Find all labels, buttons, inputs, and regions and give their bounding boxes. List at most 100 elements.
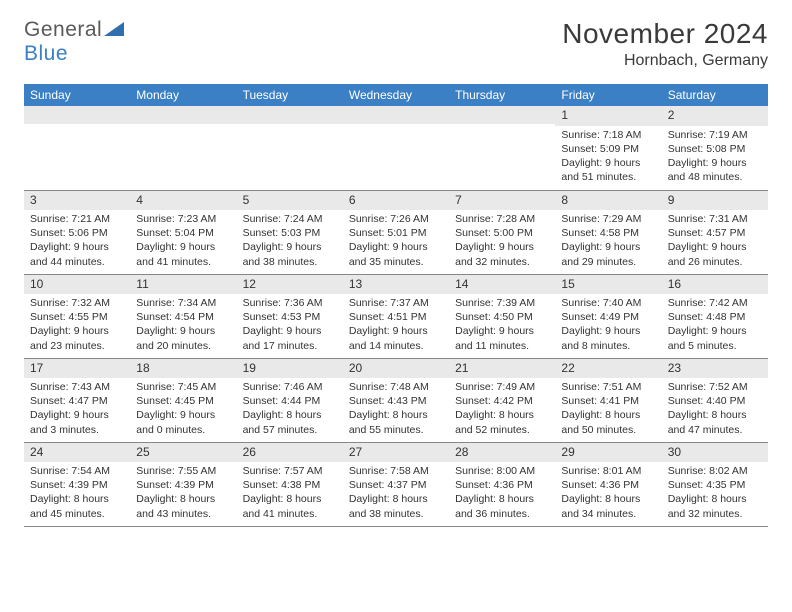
day-number: 5 [237, 191, 343, 211]
sunset-line: Sunset: 4:53 PM [243, 310, 337, 324]
day-details: Sunrise: 7:54 AMSunset: 4:39 PMDaylight:… [24, 462, 130, 525]
sunrise-line: Sunrise: 7:39 AM [455, 296, 549, 310]
brand-logo: General Blue [24, 18, 124, 66]
daylight-line: Daylight: 9 hours and 3 minutes. [30, 408, 124, 436]
sunrise-line: Sunrise: 7:24 AM [243, 212, 337, 226]
day-number-empty [449, 106, 555, 124]
calendar-head: SundayMondayTuesdayWednesdayThursdayFrid… [24, 84, 768, 106]
day-number: 4 [130, 191, 236, 211]
day-details: Sunrise: 7:39 AMSunset: 4:50 PMDaylight:… [449, 294, 555, 357]
calendar-cell: 17Sunrise: 7:43 AMSunset: 4:47 PMDayligh… [24, 358, 130, 442]
sunset-line: Sunset: 4:35 PM [668, 478, 762, 492]
weekday-header: Wednesday [343, 84, 449, 106]
sunset-line: Sunset: 4:41 PM [561, 394, 655, 408]
sunrise-line: Sunrise: 7:34 AM [136, 296, 230, 310]
day-number: 21 [449, 359, 555, 379]
day-details: Sunrise: 7:57 AMSunset: 4:38 PMDaylight:… [237, 462, 343, 525]
calendar-cell [24, 106, 130, 190]
day-number: 7 [449, 191, 555, 211]
daylight-line: Daylight: 9 hours and 26 minutes. [668, 240, 762, 268]
day-details: Sunrise: 7:52 AMSunset: 4:40 PMDaylight:… [662, 378, 768, 441]
sunset-line: Sunset: 4:36 PM [561, 478, 655, 492]
calendar-cell: 15Sunrise: 7:40 AMSunset: 4:49 PMDayligh… [555, 274, 661, 358]
day-number: 9 [662, 191, 768, 211]
sunrise-line: Sunrise: 7:36 AM [243, 296, 337, 310]
brand-word-2: Blue [24, 42, 68, 65]
calendar-cell: 30Sunrise: 8:02 AMSunset: 4:35 PMDayligh… [662, 442, 768, 526]
daylight-line: Daylight: 8 hours and 38 minutes. [349, 492, 443, 520]
weekday-header: Monday [130, 84, 236, 106]
calendar-cell: 5Sunrise: 7:24 AMSunset: 5:03 PMDaylight… [237, 190, 343, 274]
day-details: Sunrise: 7:49 AMSunset: 4:42 PMDaylight:… [449, 378, 555, 441]
daylight-line: Daylight: 8 hours and 41 minutes. [243, 492, 337, 520]
sunset-line: Sunset: 5:06 PM [30, 226, 124, 240]
day-number: 18 [130, 359, 236, 379]
daylight-line: Daylight: 9 hours and 14 minutes. [349, 324, 443, 352]
daylight-line: Daylight: 8 hours and 57 minutes. [243, 408, 337, 436]
sunrise-line: Sunrise: 7:28 AM [455, 212, 549, 226]
sunrise-line: Sunrise: 7:48 AM [349, 380, 443, 394]
calendar-cell: 26Sunrise: 7:57 AMSunset: 4:38 PMDayligh… [237, 442, 343, 526]
calendar-cell: 25Sunrise: 7:55 AMSunset: 4:39 PMDayligh… [130, 442, 236, 526]
day-number: 11 [130, 275, 236, 295]
calendar-table: SundayMondayTuesdayWednesdayThursdayFrid… [24, 84, 768, 527]
sunset-line: Sunset: 4:42 PM [455, 394, 549, 408]
day-details: Sunrise: 7:23 AMSunset: 5:04 PMDaylight:… [130, 210, 236, 273]
day-details: Sunrise: 7:42 AMSunset: 4:48 PMDaylight:… [662, 294, 768, 357]
daylight-line: Daylight: 8 hours and 55 minutes. [349, 408, 443, 436]
daylight-line: Daylight: 9 hours and 23 minutes. [30, 324, 124, 352]
day-details: Sunrise: 7:48 AMSunset: 4:43 PMDaylight:… [343, 378, 449, 441]
day-number: 15 [555, 275, 661, 295]
calendar-cell: 10Sunrise: 7:32 AMSunset: 4:55 PMDayligh… [24, 274, 130, 358]
daylight-line: Daylight: 9 hours and 32 minutes. [455, 240, 549, 268]
day-details: Sunrise: 7:31 AMSunset: 4:57 PMDaylight:… [662, 210, 768, 273]
weekday-header: Sunday [24, 84, 130, 106]
sunrise-line: Sunrise: 7:18 AM [561, 128, 655, 142]
day-number: 29 [555, 443, 661, 463]
calendar-cell: 1Sunrise: 7:18 AMSunset: 5:09 PMDaylight… [555, 106, 661, 190]
sunrise-line: Sunrise: 8:01 AM [561, 464, 655, 478]
sunrise-line: Sunrise: 7:58 AM [349, 464, 443, 478]
sunrise-line: Sunrise: 7:55 AM [136, 464, 230, 478]
day-number: 17 [24, 359, 130, 379]
sunrise-line: Sunrise: 7:49 AM [455, 380, 549, 394]
day-details: Sunrise: 7:51 AMSunset: 4:41 PMDaylight:… [555, 378, 661, 441]
calendar-cell: 21Sunrise: 7:49 AMSunset: 4:42 PMDayligh… [449, 358, 555, 442]
sunset-line: Sunset: 4:40 PM [668, 394, 762, 408]
calendar-row: 10Sunrise: 7:32 AMSunset: 4:55 PMDayligh… [24, 274, 768, 358]
day-number: 20 [343, 359, 449, 379]
calendar-cell: 13Sunrise: 7:37 AMSunset: 4:51 PMDayligh… [343, 274, 449, 358]
sunrise-line: Sunrise: 7:42 AM [668, 296, 762, 310]
calendar-cell: 12Sunrise: 7:36 AMSunset: 4:53 PMDayligh… [237, 274, 343, 358]
sunset-line: Sunset: 5:08 PM [668, 142, 762, 156]
day-number: 16 [662, 275, 768, 295]
day-details: Sunrise: 7:21 AMSunset: 5:06 PMDaylight:… [24, 210, 130, 273]
day-number: 8 [555, 191, 661, 211]
day-number: 19 [237, 359, 343, 379]
day-number-empty [24, 106, 130, 124]
day-details: Sunrise: 7:32 AMSunset: 4:55 PMDaylight:… [24, 294, 130, 357]
daylight-line: Daylight: 8 hours and 32 minutes. [668, 492, 762, 520]
sunrise-line: Sunrise: 7:21 AM [30, 212, 124, 226]
day-details: Sunrise: 7:37 AMSunset: 4:51 PMDaylight:… [343, 294, 449, 357]
calendar-cell: 27Sunrise: 7:58 AMSunset: 4:37 PMDayligh… [343, 442, 449, 526]
day-details: Sunrise: 7:43 AMSunset: 4:47 PMDaylight:… [24, 378, 130, 441]
daylight-line: Daylight: 8 hours and 36 minutes. [455, 492, 549, 520]
day-details: Sunrise: 8:01 AMSunset: 4:36 PMDaylight:… [555, 462, 661, 525]
sunset-line: Sunset: 4:38 PM [243, 478, 337, 492]
sunset-line: Sunset: 4:39 PM [30, 478, 124, 492]
weekday-header: Saturday [662, 84, 768, 106]
calendar-cell: 7Sunrise: 7:28 AMSunset: 5:00 PMDaylight… [449, 190, 555, 274]
sunrise-line: Sunrise: 7:46 AM [243, 380, 337, 394]
day-number: 13 [343, 275, 449, 295]
day-number: 3 [24, 191, 130, 211]
brand-triangle-icon [104, 22, 124, 36]
sunset-line: Sunset: 5:09 PM [561, 142, 655, 156]
calendar-cell [343, 106, 449, 190]
sunrise-line: Sunrise: 7:40 AM [561, 296, 655, 310]
month-title: November 2024 [562, 18, 768, 50]
calendar-cell: 29Sunrise: 8:01 AMSunset: 4:36 PMDayligh… [555, 442, 661, 526]
day-number: 23 [662, 359, 768, 379]
sunset-line: Sunset: 4:47 PM [30, 394, 124, 408]
calendar-cell: 28Sunrise: 8:00 AMSunset: 4:36 PMDayligh… [449, 442, 555, 526]
